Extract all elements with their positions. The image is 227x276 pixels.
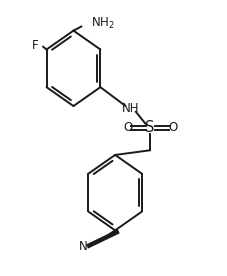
Text: O: O [168,121,177,134]
Text: NH$_2$: NH$_2$ [91,16,115,31]
Text: S: S [145,120,154,135]
Text: N: N [79,240,88,253]
Text: NH: NH [122,102,139,115]
Text: O: O [122,121,132,134]
Text: F: F [32,39,38,52]
